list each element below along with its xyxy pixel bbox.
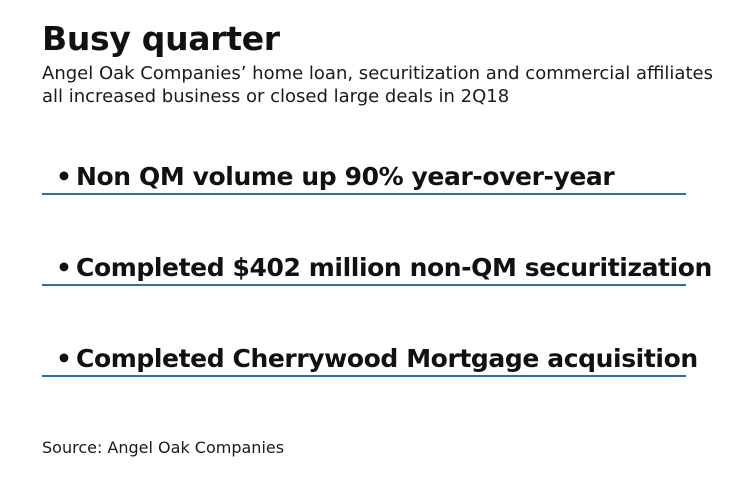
bullet-icon: •: [56, 344, 72, 373]
divider: [42, 375, 686, 377]
page-title: Busy quarter: [42, 19, 280, 58]
list-item: • Completed Cherrywood Mortgage acquisiti…: [42, 332, 698, 423]
list-item-text: • Completed $402 million non-QM securitiz…: [56, 251, 712, 285]
bullet-icon: •: [56, 162, 72, 191]
bullet-icon: •: [56, 253, 72, 282]
list-item-text: • Completed Cherrywood Mortgage acquisiti…: [56, 342, 698, 376]
list-item-label: Non QM volume up 90% year-over-year: [76, 162, 615, 191]
subtitle: Angel Oak Companies’ home loan, securiti…: [42, 63, 713, 107]
highlights-list: • Non QM volume up 90% year-over-year • Co…: [42, 150, 712, 423]
list-item-label: Completed Cherrywood Mortgage acquisitio…: [76, 344, 698, 373]
list-item: • Completed $402 million non-QM securitiz…: [42, 241, 712, 332]
divider: [42, 193, 686, 195]
list-item-label: Completed $402 million non-QM securitiza…: [76, 253, 712, 282]
divider: [42, 284, 686, 286]
list-item: • Non QM volume up 90% year-over-year: [42, 150, 686, 241]
source-note: Source: Angel Oak Companies: [42, 438, 285, 457]
list-item-text: • Non QM volume up 90% year-over-year: [56, 160, 615, 194]
